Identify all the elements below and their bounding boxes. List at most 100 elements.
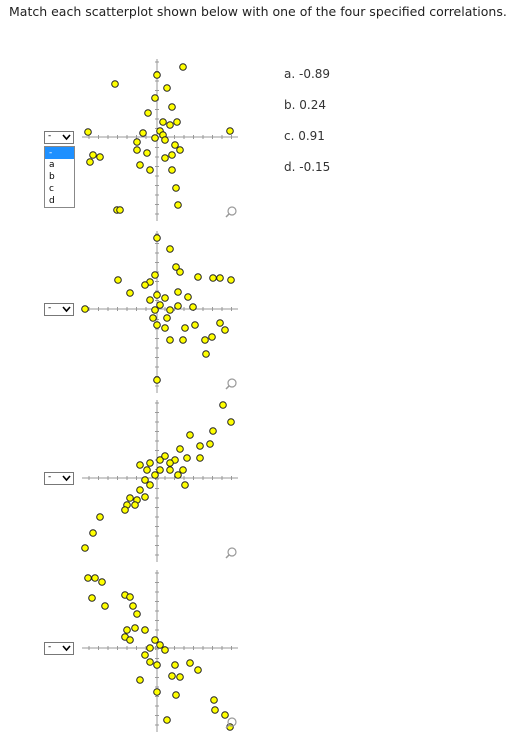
zoom-handle	[225, 385, 230, 390]
point	[161, 294, 169, 302]
option: a. -0.89	[284, 67, 331, 81]
point	[172, 691, 180, 699]
point	[146, 296, 154, 304]
point	[159, 118, 167, 126]
point	[166, 466, 174, 474]
zoom-lens	[227, 378, 237, 388]
zoom-lens	[227, 547, 237, 557]
point	[189, 303, 197, 311]
point	[168, 166, 176, 174]
point	[161, 154, 169, 162]
point	[143, 466, 151, 474]
point	[141, 281, 149, 289]
point	[211, 706, 219, 714]
point	[133, 146, 141, 154]
option: d. -0.15	[284, 160, 331, 174]
point	[176, 445, 184, 453]
point	[126, 593, 134, 601]
chevron	[62, 134, 71, 141]
point	[161, 136, 169, 144]
zoom-handle	[225, 724, 230, 729]
dropdown[interactable]: -	[44, 303, 74, 316]
point	[181, 324, 189, 332]
point	[151, 306, 159, 314]
point	[136, 486, 144, 494]
point	[166, 306, 174, 314]
point	[96, 513, 104, 521]
point	[176, 268, 184, 276]
point	[166, 121, 174, 129]
point	[166, 245, 174, 253]
dropdown[interactable]: -	[44, 642, 74, 655]
point	[221, 326, 229, 334]
point	[174, 471, 182, 479]
point	[171, 141, 179, 149]
point	[146, 481, 154, 489]
dropdown[interactable]: -	[44, 472, 74, 485]
point	[98, 578, 106, 586]
point	[146, 166, 154, 174]
point	[208, 333, 216, 341]
zoom-icon[interactable]	[225, 206, 237, 218]
option: c. 0.91	[284, 129, 325, 143]
zoom-lens	[227, 206, 237, 216]
menu-item[interactable]: a	[49, 160, 55, 170]
point	[139, 129, 147, 137]
zoom-icon[interactable]	[225, 547, 237, 559]
point	[133, 138, 141, 146]
point	[146, 459, 154, 467]
point	[209, 427, 217, 435]
menu-item[interactable]: -	[45, 147, 74, 159]
point	[116, 206, 124, 214]
point	[172, 184, 180, 192]
point	[168, 672, 176, 680]
point	[151, 94, 159, 102]
point	[81, 305, 89, 313]
point	[153, 661, 161, 669]
menu-item[interactable]: c	[49, 184, 54, 194]
point	[173, 118, 181, 126]
point	[91, 574, 99, 582]
point	[166, 336, 174, 344]
point	[123, 626, 131, 634]
chevron	[62, 475, 71, 482]
dropdown-value: -	[48, 303, 52, 313]
point	[176, 673, 184, 681]
point	[136, 161, 144, 169]
zoom-handle	[225, 554, 230, 559]
point	[151, 134, 159, 142]
menu-item[interactable]: d	[49, 196, 55, 206]
point	[141, 651, 149, 659]
zoom-icon[interactable]	[225, 717, 237, 729]
point	[153, 71, 161, 79]
point	[111, 80, 119, 88]
point	[156, 456, 164, 464]
point	[136, 461, 144, 469]
point	[210, 696, 218, 704]
point	[126, 494, 134, 502]
point	[226, 127, 234, 135]
zoom-icon[interactable]	[225, 378, 237, 390]
point	[171, 661, 179, 669]
point	[172, 263, 180, 271]
point	[227, 418, 235, 426]
point	[153, 291, 161, 299]
point	[126, 289, 134, 297]
point	[136, 676, 144, 684]
point	[202, 350, 210, 358]
option: b. 0.24	[284, 98, 326, 112]
point	[146, 644, 154, 652]
point	[89, 529, 97, 537]
point	[86, 158, 94, 166]
dropdown[interactable]: -	[44, 131, 74, 144]
point	[156, 466, 164, 474]
point	[174, 288, 182, 296]
point	[206, 440, 214, 448]
point	[161, 646, 169, 654]
point	[141, 626, 149, 634]
point	[161, 452, 169, 460]
menu-item[interactable]: b	[49, 172, 55, 182]
point	[149, 314, 157, 322]
point	[131, 501, 139, 509]
